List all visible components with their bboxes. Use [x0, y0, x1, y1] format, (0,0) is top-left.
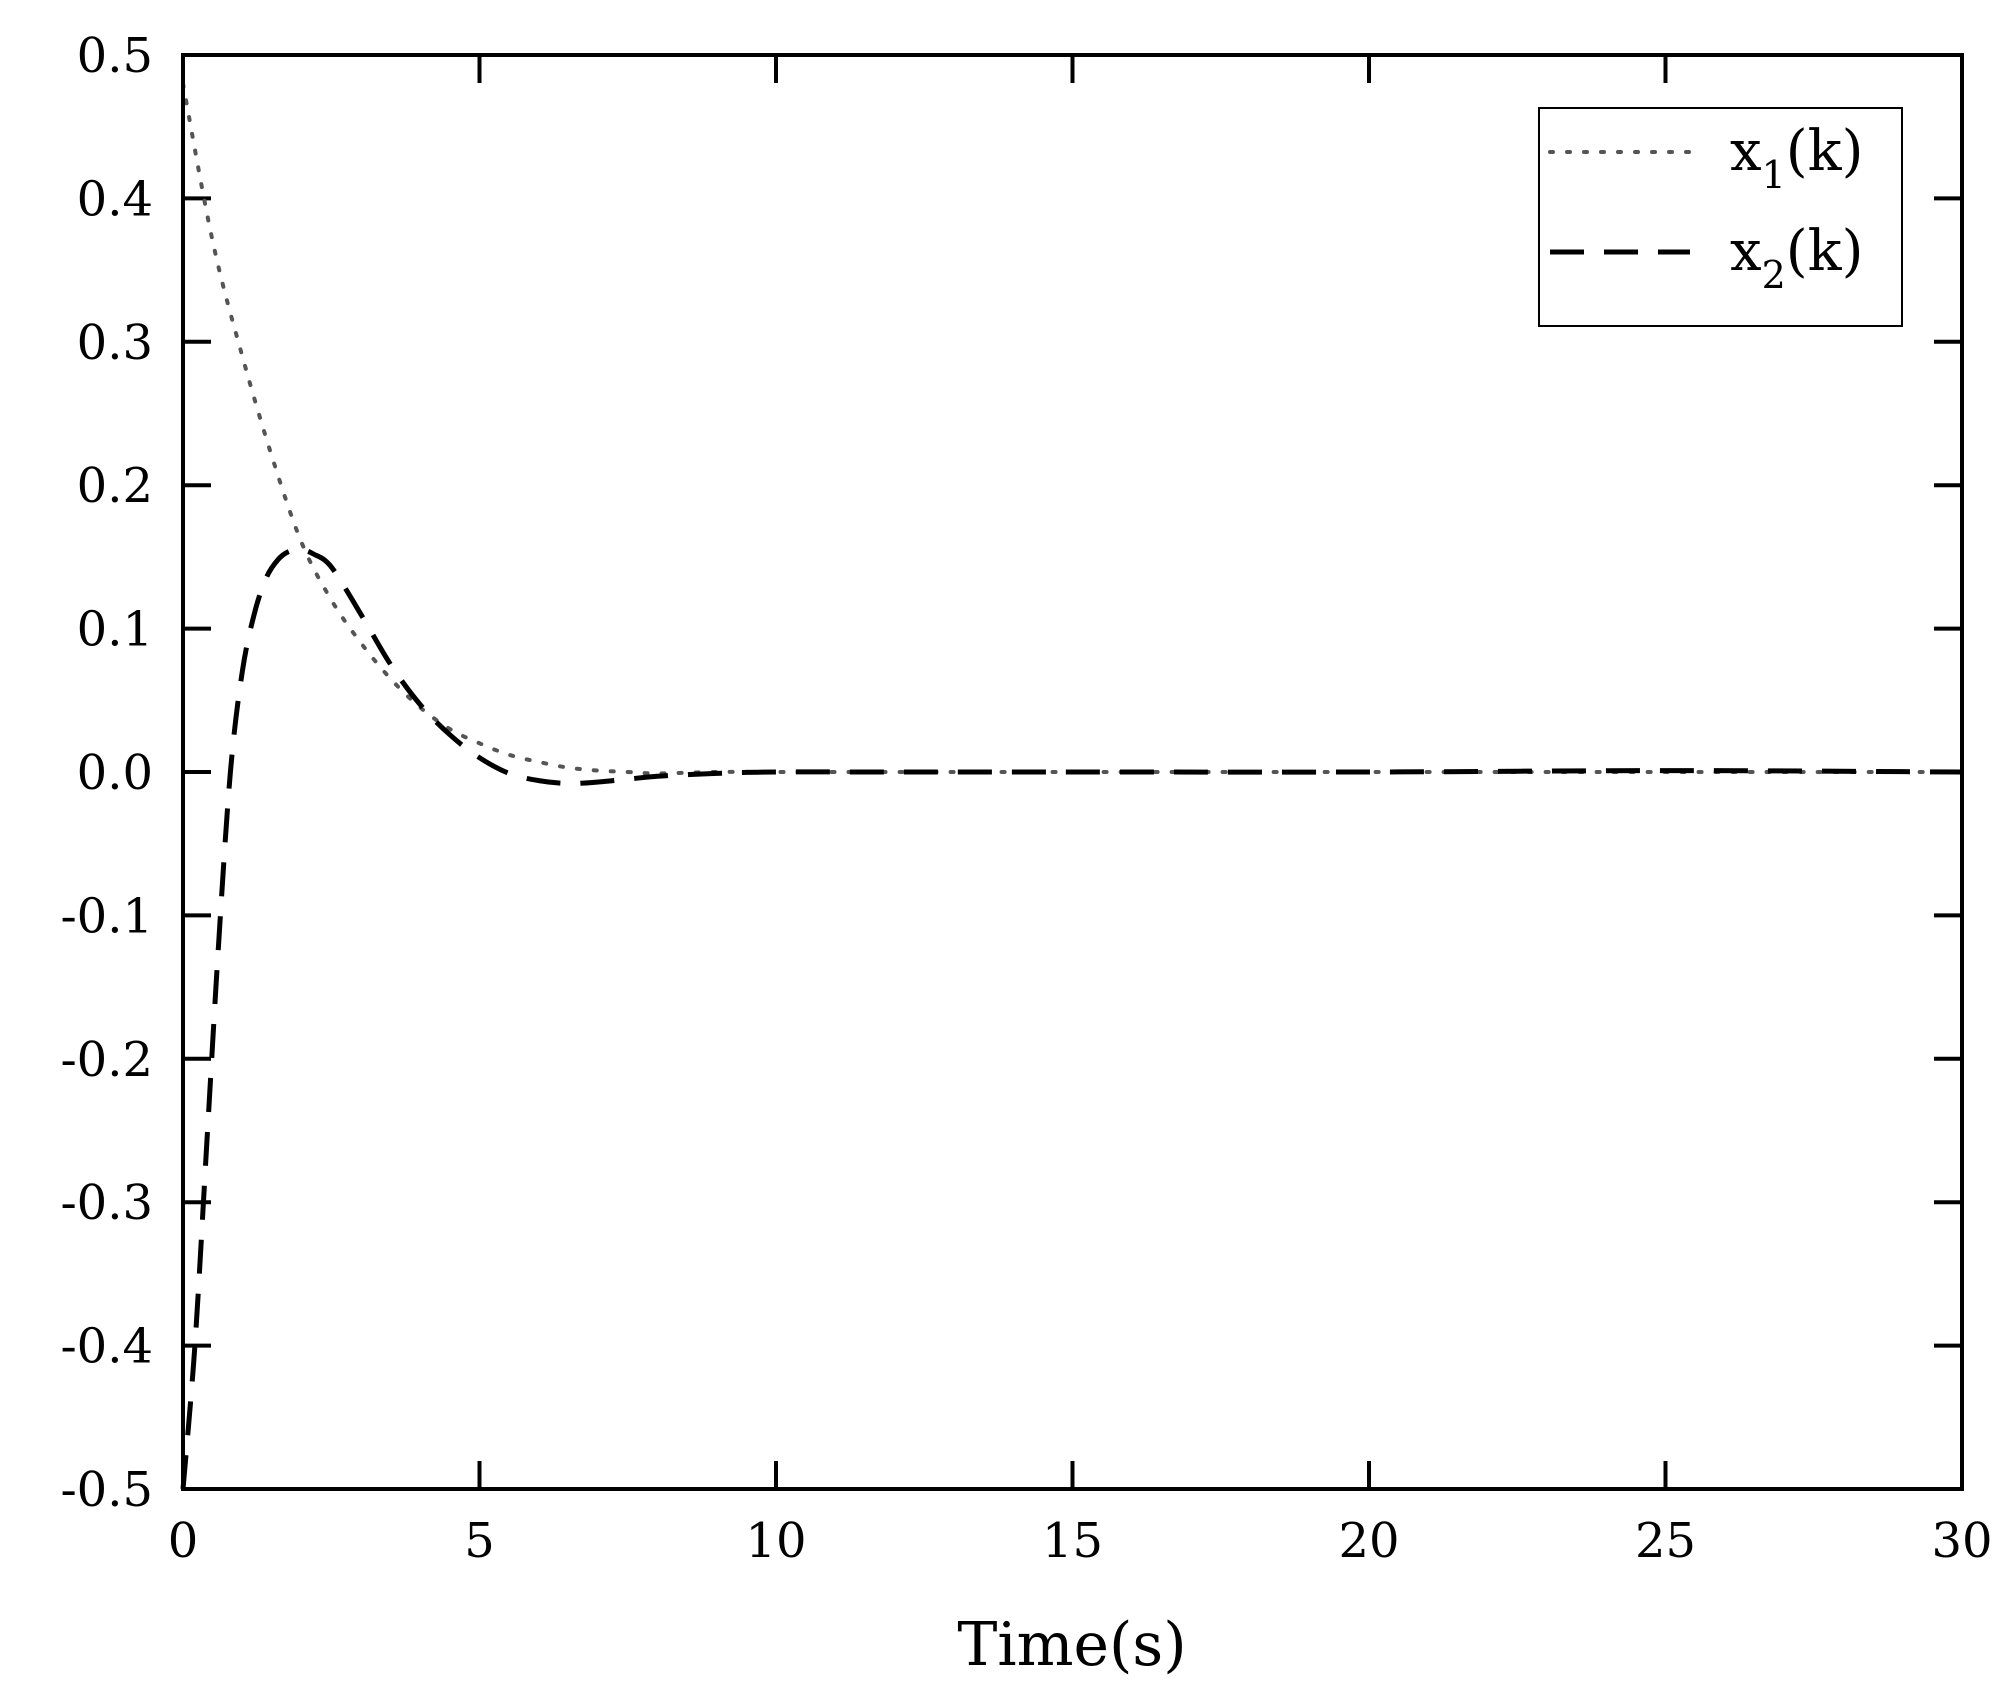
- y-tick-label: -0.4: [60, 1319, 153, 1375]
- x-tick-label: 20: [1338, 1513, 1399, 1569]
- x-tick-label: 25: [1635, 1513, 1696, 1569]
- x-tick-label: 30: [1931, 1513, 1992, 1569]
- x-tick-label: 5: [464, 1513, 495, 1569]
- y-tick-label: -0.2: [60, 1032, 153, 1088]
- y-tick-label: 0.1: [77, 602, 153, 658]
- legend-box: [1538, 107, 1903, 327]
- y-tick-label: -0.5: [60, 1462, 153, 1518]
- legend-label-x1: x1(k): [1730, 119, 1863, 197]
- y-tick-label: 0.4: [77, 171, 153, 227]
- x-tick-labels: 0 5 10 15 20 25 30: [168, 1513, 1993, 1569]
- series-line-2: [180, 547, 1963, 1490]
- legend: x1(k) x2(k): [1538, 107, 1903, 327]
- plot-frame: [181, 53, 1964, 1491]
- y-tick-label: 0.3: [77, 315, 153, 371]
- x-tick-label: 0: [168, 1513, 199, 1569]
- y-tick-label: -0.3: [60, 1175, 153, 1231]
- series-layer: [180, 81, 1964, 1490]
- y-tick-label: -0.1: [60, 888, 153, 944]
- x-tick-label: 10: [745, 1513, 806, 1569]
- y-tick-label: 0.0: [77, 745, 153, 801]
- series-line-1: [181, 81, 1964, 776]
- legend-label-x2: x2(k): [1730, 219, 1863, 297]
- y-tick-label: 0.2: [77, 458, 153, 514]
- y-tick-labels: 0.5 0.4 0.3 0.2 0.1 0.0 -0.1 -0.2 -0.3 -0.4 -0.5: [60, 28, 153, 1518]
- x-axis-label: Time(s): [957, 1610, 1186, 1680]
- y-tick-label: 0.5: [77, 28, 153, 84]
- x-tick-label: 15: [1042, 1513, 1103, 1569]
